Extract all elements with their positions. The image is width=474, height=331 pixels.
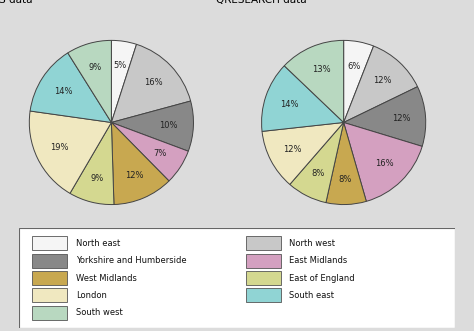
Wedge shape (344, 40, 374, 122)
Wedge shape (284, 40, 344, 122)
Text: QRESEARCH data: QRESEARCH data (217, 0, 307, 5)
Text: 13%: 13% (312, 65, 330, 74)
Wedge shape (68, 40, 111, 122)
Wedge shape (111, 101, 193, 151)
Wedge shape (262, 66, 344, 131)
FancyBboxPatch shape (19, 228, 455, 328)
Text: 12%: 12% (392, 114, 410, 122)
Wedge shape (344, 46, 418, 122)
Wedge shape (111, 40, 137, 122)
Bar (32, 306, 67, 320)
Bar (32, 254, 67, 267)
Bar (32, 271, 67, 285)
Bar (246, 271, 281, 285)
Text: East Midlands: East Midlands (289, 256, 347, 265)
Text: 12%: 12% (374, 76, 392, 85)
Text: 8%: 8% (339, 175, 352, 184)
Text: 9%: 9% (89, 63, 102, 72)
Wedge shape (29, 111, 111, 193)
Text: 14%: 14% (54, 87, 73, 96)
Wedge shape (344, 87, 426, 146)
Text: 12%: 12% (283, 145, 302, 154)
Text: 5%: 5% (114, 61, 127, 70)
Bar (246, 236, 281, 250)
Wedge shape (344, 122, 422, 201)
Wedge shape (290, 122, 344, 203)
Bar (246, 288, 281, 303)
Text: 10%: 10% (160, 121, 178, 130)
Wedge shape (70, 122, 114, 205)
Text: 19%: 19% (50, 143, 69, 152)
Text: East of England: East of England (289, 273, 355, 283)
Text: 6%: 6% (347, 62, 361, 71)
Text: 9%: 9% (91, 174, 104, 183)
Wedge shape (262, 122, 344, 184)
Text: 7%: 7% (153, 149, 166, 158)
Wedge shape (111, 44, 191, 122)
Wedge shape (326, 122, 366, 205)
Text: 16%: 16% (374, 159, 393, 168)
Bar (32, 236, 67, 250)
Bar (32, 288, 67, 303)
Text: London: London (76, 291, 107, 300)
Wedge shape (111, 122, 169, 205)
Text: North west: North west (289, 239, 335, 248)
Text: South east: South east (289, 291, 334, 300)
Text: West Midlands: West Midlands (76, 273, 137, 283)
Text: South west: South west (76, 308, 122, 317)
Text: Yorkshire and Humberside: Yorkshire and Humberside (76, 256, 186, 265)
Text: 12%: 12% (125, 171, 143, 180)
Text: 16%: 16% (144, 78, 162, 87)
Text: ADS data: ADS data (0, 0, 33, 5)
Bar (246, 254, 281, 267)
Text: 14%: 14% (280, 100, 299, 109)
Wedge shape (111, 122, 188, 181)
Text: North east: North east (76, 239, 120, 248)
Wedge shape (30, 53, 111, 122)
Text: 8%: 8% (311, 169, 325, 178)
